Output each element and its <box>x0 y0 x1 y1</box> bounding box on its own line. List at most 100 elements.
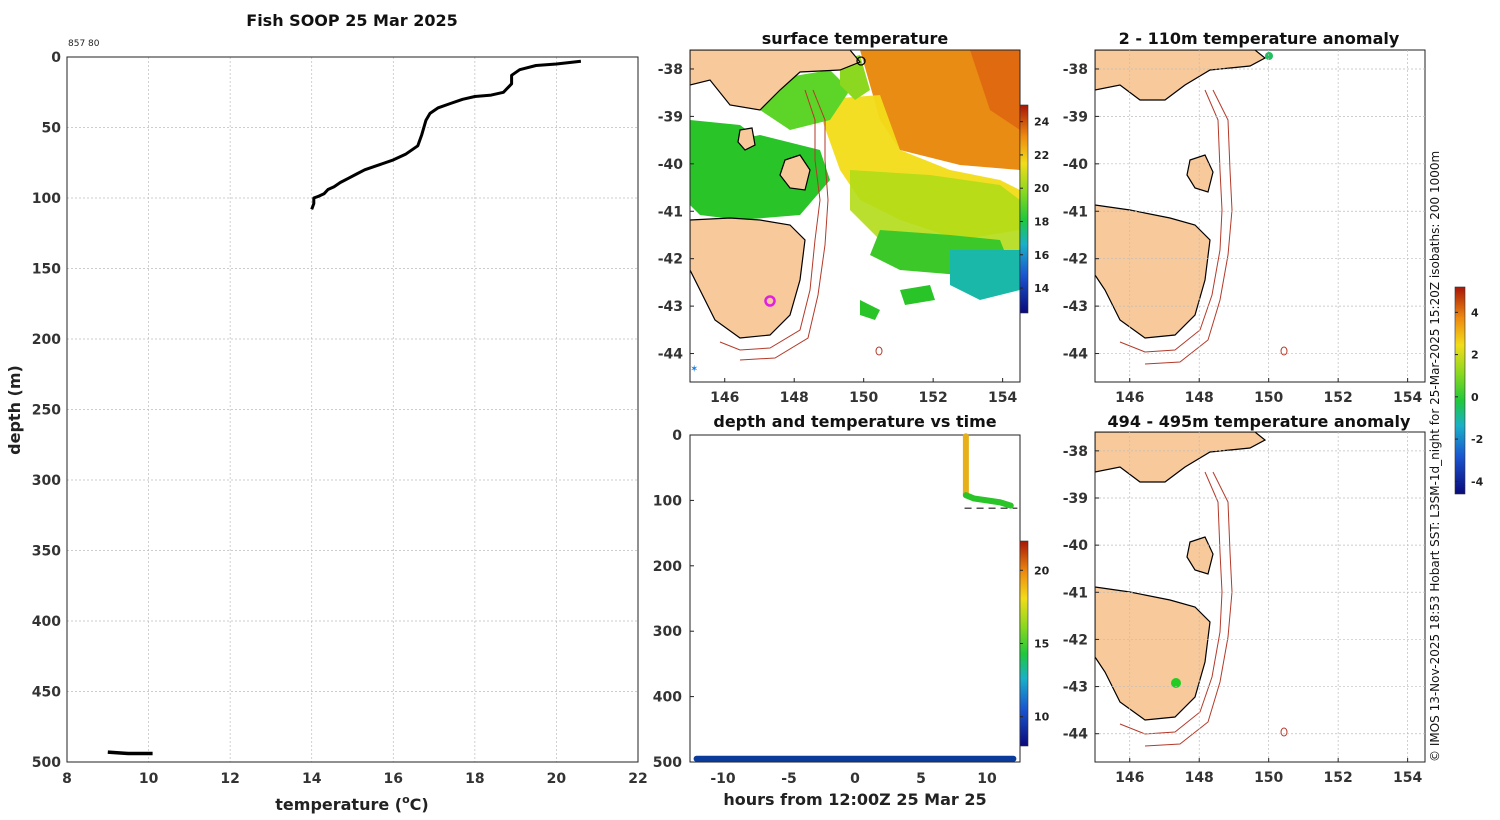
colorbar-tick-label: 0 <box>1471 391 1479 404</box>
profile-panel: Fish SOOP 25 Mar 2025 857 80 8 10 12 14 16 18… <box>5 11 648 814</box>
sst-ticks: 146 148 150 152 154 -38 -39 -40 -41 -42 -43 -44 <box>658 62 1018 406</box>
colorbar-tick-label: 15 <box>1034 638 1049 651</box>
timeseries-title: depth and temperature vs time <box>713 412 996 431</box>
timeseries-xtick-label: 0 <box>850 771 860 787</box>
profile-ytick-label: 0 <box>51 50 61 66</box>
timeseries-xtick-label: 10 <box>977 771 997 787</box>
timeseries-ytick-label: 0 <box>672 428 682 444</box>
sst-mainland <box>690 50 861 111</box>
timeseries-xtick-label: -10 <box>710 771 736 787</box>
profile-ytick-label: 200 <box>32 332 61 348</box>
map-xtick-label: 150 <box>1254 390 1283 406</box>
profile-ytick-label: 350 <box>32 544 61 560</box>
profile-ytick-label: 250 <box>32 403 61 419</box>
map-xtick-label: 148 <box>1185 390 1214 406</box>
sst-panel: surface temperature <box>658 29 1050 406</box>
colorbar-tick-label: 16 <box>1034 249 1050 262</box>
profile-xtick-label: 14 <box>302 771 322 787</box>
credit-text: © IMOS 13-Nov-2025 18:53 Hobart SST: L3S… <box>1428 151 1442 762</box>
map-ytick-label: -42 <box>1063 632 1088 648</box>
profile-line <box>310 59 582 210</box>
map-ytick-label: -38 <box>1063 62 1088 78</box>
map-ytick-label: -42 <box>658 252 683 268</box>
anomaly-colorbar-group: 4 2 0 -2 -4 <box>1454 286 1484 495</box>
map-ytick-label: -41 <box>1063 585 1088 601</box>
map-xtick-label: 146 <box>710 390 739 406</box>
timeseries-profile-track <box>962 492 1014 509</box>
anom-shallow-title: 2 - 110m temperature anomaly <box>1119 29 1400 48</box>
map-ytick-label: -43 <box>1063 299 1088 315</box>
colorbar-tick-label: 14 <box>1034 282 1050 295</box>
map-ytick-label: -40 <box>1063 538 1089 554</box>
colorbar-tick-label: 24 <box>1034 116 1050 129</box>
map-ytick-label: -43 <box>1063 680 1088 696</box>
map-ytick-label: -38 <box>1063 444 1088 460</box>
profile-annotation: 857 80 <box>68 39 100 49</box>
colorbar-tick-label: -4 <box>1471 475 1484 488</box>
map-ytick-label: -39 <box>658 109 683 125</box>
anom-shallow-ticks: 146 148 150 152 154 -38 -39 -40 -41 -42 -43 -44 <box>1063 50 1425 406</box>
map-xtick-label: 150 <box>1254 770 1283 786</box>
anom-deep-title: 494 - 495m temperature anomaly <box>1108 412 1411 431</box>
timeseries-panel: depth and temperature vs time -10 -5 0 5 10 0… <box>653 412 1050 809</box>
sst-vessel-marker <box>856 56 866 66</box>
sst-tasmania <box>690 217 806 339</box>
profile-grid <box>66 56 639 763</box>
profile-xtick-label: 18 <box>465 771 484 787</box>
map-ytick-label: -38 <box>658 62 683 78</box>
map-ytick-label: -39 <box>1063 109 1088 125</box>
sst-king-island <box>737 127 756 151</box>
sst-flinders-island <box>779 154 811 191</box>
map-xtick-label: 154 <box>988 390 1017 406</box>
anom-shallow-panel: 2 - 110m temperature anomaly 146 148 150 15… <box>1063 29 1426 406</box>
anomaly-colorbar <box>1454 286 1466 495</box>
profile-ytick-label: 500 <box>32 755 61 771</box>
timeseries-xtick-label: 5 <box>916 771 926 787</box>
map-ytick-label: -44 <box>658 347 684 363</box>
timeseries-colorbar-ticks: 10 15 20 <box>1020 564 1050 724</box>
map-ytick-label: -40 <box>658 157 684 173</box>
map-ytick-label: -39 <box>1063 491 1088 507</box>
map-xtick-label: 148 <box>780 390 809 406</box>
colorbar-tick-label: 20 <box>1034 182 1050 195</box>
profile-ytick-label: 300 <box>32 473 61 489</box>
map-xtick-label: 154 <box>1393 390 1422 406</box>
sst-colorbar-ticks: 14 16 18 20 22 24 <box>1020 116 1050 295</box>
colorbar-tick-label: 10 <box>1034 711 1050 724</box>
profile-xtick-label: 8 <box>62 771 72 787</box>
profile-frame <box>66 56 639 763</box>
map-ytick-label: -44 <box>1063 347 1089 363</box>
map-ytick-label: -44 <box>1063 727 1089 743</box>
profile-xtick-label: 22 <box>628 771 647 787</box>
anom-deep-ticks: 146 148 150 152 154 -38 -39 -40 -41 -42 -43 -44 <box>1063 432 1425 786</box>
profile-deep-segment <box>107 750 153 756</box>
colorbar-tick-label: -2 <box>1471 433 1483 446</box>
profile-ticks: 8 10 12 14 16 18 20 22 0 50 100 150 200 250 300 350 400 4… <box>32 50 648 787</box>
profile-title: Fish SOOP 25 Mar 2025 <box>246 11 457 30</box>
profile-xtick-label: 10 <box>139 771 159 787</box>
map-xtick-label: 152 <box>1324 770 1353 786</box>
profile-ytick-label: 400 <box>32 614 61 630</box>
profile-xtick-label: 20 <box>547 771 567 787</box>
profile-xlabel: temperature (oC) <box>275 793 428 814</box>
map-ytick-label: -42 <box>1063 252 1088 268</box>
timeseries-ytick-label: 400 <box>653 690 682 706</box>
profile-xtick-label: 12 <box>220 771 239 787</box>
timeseries-xtick-label: -5 <box>781 771 797 787</box>
anom-deep-marker <box>1171 678 1181 688</box>
sst-magenta-marker <box>764 295 776 307</box>
map-ytick-label: -41 <box>658 204 683 220</box>
map-xtick-label: 154 <box>1393 770 1422 786</box>
colorbar-tick-label: 2 <box>1471 349 1479 362</box>
colorbar-tick-label: 20 <box>1034 564 1050 577</box>
profile-ylabel: depth (m) <box>5 365 24 455</box>
sst-colorbar <box>1019 104 1029 314</box>
map-xtick-label: 152 <box>919 390 948 406</box>
sst-title: surface temperature <box>762 29 949 48</box>
anomaly-colorbar-ticks: 4 2 0 -2 -4 <box>1455 306 1484 488</box>
map-ytick-label: -41 <box>1063 204 1088 220</box>
map-xtick-label: 148 <box>1185 770 1214 786</box>
colorbar-tick-label: 22 <box>1034 149 1049 162</box>
